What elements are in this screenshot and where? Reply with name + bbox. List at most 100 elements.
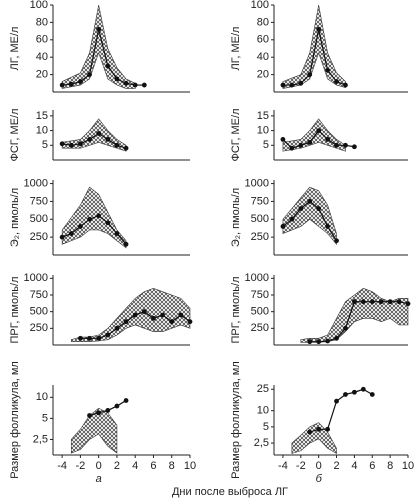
mean-point <box>87 72 92 77</box>
mean-point <box>87 216 92 222</box>
y-axis-label: ФСГ, МЕ/л <box>230 108 242 161</box>
mean-point <box>369 392 375 397</box>
x-tick-label: 10 <box>184 460 196 472</box>
y-axis-label: ЛГ, МЕ/л <box>230 27 242 71</box>
mean-point <box>325 338 330 344</box>
y-axis-label: Э₂, пмоль/л <box>230 188 242 247</box>
mean-point <box>123 398 129 403</box>
y-tick-label: 1000 <box>24 272 48 284</box>
mean-point <box>352 144 357 150</box>
mean-point <box>160 312 166 318</box>
mean-point <box>105 408 111 413</box>
mean-point <box>114 76 120 82</box>
mean-point <box>141 309 147 315</box>
y-tick-label: 750 <box>30 289 48 301</box>
x-tick-label: -2 <box>76 460 86 472</box>
y-tick-label: 1000 <box>24 177 48 189</box>
y-axis-label: ПРГ, пмоль/л <box>9 277 21 344</box>
mean-point <box>78 141 83 147</box>
y-tick-label: 2,5 <box>33 433 48 445</box>
y-tick-label: 5 <box>42 139 48 151</box>
mean-point <box>289 145 295 151</box>
mean-point <box>378 299 384 305</box>
mean-point <box>87 335 92 341</box>
mean-point <box>280 137 286 142</box>
mean-point <box>280 224 286 229</box>
y-axis-label: ЛГ, МЕ/л <box>9 27 21 71</box>
mean-point <box>396 299 402 305</box>
x-tick-label: 8 <box>169 460 175 472</box>
y-tick-label: 15 <box>36 110 48 122</box>
mean-point <box>316 339 322 345</box>
mean-point <box>96 213 102 219</box>
mean-point <box>334 398 339 404</box>
mean-point <box>289 216 295 222</box>
mean-point <box>96 26 102 32</box>
mean-point <box>68 81 74 87</box>
mean-point <box>298 142 304 148</box>
mean-point <box>298 206 304 211</box>
mean-point <box>78 224 83 229</box>
y-tick-label: 40 <box>36 51 48 63</box>
x-tick-label: -4 <box>278 460 288 472</box>
mean-point <box>78 79 83 84</box>
y-tick-label: 2,5 <box>254 437 269 449</box>
mean-point <box>334 79 339 84</box>
y-tick-label: 10 <box>36 124 48 136</box>
y-tick-label: 750 <box>251 195 269 207</box>
y-tick-label: 250 <box>251 322 269 334</box>
mean-point <box>343 142 348 148</box>
x-tick-label: 6 <box>150 460 156 472</box>
mean-point <box>360 299 366 305</box>
y-axis-label: ПРГ, пмоль/л <box>230 277 242 344</box>
y-tick-label: 40 <box>257 51 269 63</box>
y-tick-label: 250 <box>30 231 48 243</box>
y-tick-label: 500 <box>251 213 269 225</box>
y-tick-label: 5 <box>263 139 269 151</box>
mean-point <box>114 142 120 148</box>
mean-point <box>289 82 295 88</box>
mean-point <box>334 238 339 244</box>
x-tick-label: 2 <box>114 460 120 472</box>
mean-point <box>352 299 357 305</box>
mean-point <box>141 82 147 88</box>
mean-point <box>298 80 304 86</box>
mean-point <box>178 312 184 318</box>
y-tick-label: 15 <box>257 110 269 122</box>
mean-point <box>96 410 102 416</box>
mean-point <box>87 137 92 142</box>
y-tick-label: 60 <box>257 34 269 46</box>
x-tick-label: 4 <box>351 460 357 472</box>
mean-point <box>59 82 65 88</box>
range-band <box>291 422 337 455</box>
mean-point <box>114 231 120 236</box>
y-tick-label: 100 <box>251 0 269 11</box>
range-band <box>282 118 346 152</box>
panel-label: а <box>96 473 102 485</box>
y-tick-label: 5 <box>42 412 48 424</box>
mean-point <box>369 299 375 305</box>
mean-point <box>132 312 138 318</box>
x-tick-label: 6 <box>369 460 375 472</box>
y-tick-label: 250 <box>30 322 48 334</box>
x-tick-label: 10 <box>402 460 414 472</box>
mean-point <box>280 82 286 88</box>
mean-point <box>59 141 65 147</box>
mean-point <box>325 224 330 229</box>
y-tick-label: 100 <box>30 0 48 11</box>
mean-point <box>105 332 111 338</box>
mean-point <box>343 82 348 88</box>
x-tick-label: 0 <box>96 460 102 472</box>
mean-point <box>151 315 156 321</box>
x-tick-label: -4 <box>57 460 67 472</box>
y-tick-label: 500 <box>30 213 48 225</box>
mean-point <box>187 319 193 325</box>
y-axis-label: Э₂, пмоль/л <box>9 188 21 247</box>
y-tick-label: 80 <box>36 16 48 28</box>
mean-point <box>405 301 411 307</box>
range-band <box>300 287 409 343</box>
mean-point <box>316 206 322 211</box>
mean-point <box>132 82 138 88</box>
mean-point <box>334 142 339 148</box>
